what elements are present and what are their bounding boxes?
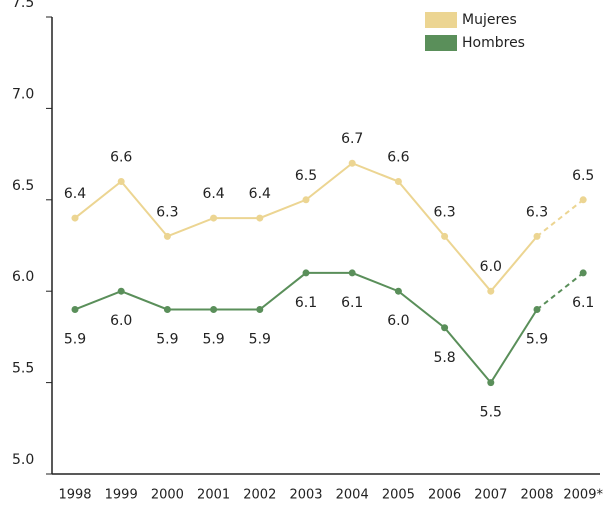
legend-label: Hombres (462, 35, 525, 51)
x-tick-label: 2006 (428, 488, 461, 503)
point (348, 269, 356, 277)
x-tick-label: 2000 (151, 488, 184, 503)
data-label: 5.8 (433, 350, 455, 366)
y-tick-label: 7.5 (12, 0, 34, 11)
point (533, 232, 541, 240)
y-tick-label: 5.0 (12, 452, 34, 468)
data-label: 6.0 (110, 313, 132, 329)
y-tick-label: 6.5 (12, 178, 34, 194)
data-label: 6.4 (202, 186, 224, 202)
x-tick-label: 2007 (474, 488, 507, 503)
data-label: 5.9 (64, 331, 86, 347)
data-label: 6.3 (156, 204, 178, 220)
legend-swatch (425, 35, 457, 51)
data-label: 6.7 (341, 131, 363, 147)
data-label: 6.5 (295, 168, 317, 184)
data-label: 5.9 (202, 331, 224, 347)
point (533, 305, 541, 313)
data-label: 6.6 (110, 150, 132, 166)
point (210, 214, 218, 222)
x-tick-label: 2004 (336, 488, 369, 503)
point (71, 305, 79, 313)
x-tick-label: 1999 (105, 488, 138, 503)
point (210, 305, 218, 313)
data-label: 5.9 (249, 331, 271, 347)
x-tick-label: 2005 (382, 488, 415, 503)
x-tick-label: 2008 (520, 488, 553, 503)
point (163, 232, 171, 240)
dashed-line (536, 199, 584, 238)
y-tick-label: 7.0 (12, 86, 34, 102)
point (441, 232, 449, 240)
point (163, 305, 171, 313)
data-label: 5.9 (156, 331, 178, 347)
point (579, 196, 587, 204)
y-tick-label: 6.0 (12, 269, 34, 285)
x-tick-label: 2002 (243, 488, 276, 503)
data-label: 6.1 (295, 295, 317, 311)
data-label: 6.0 (387, 313, 409, 329)
point (117, 178, 125, 186)
point (256, 305, 264, 313)
data-label: 6.4 (64, 186, 86, 202)
point (394, 178, 402, 186)
data-label: 6.3 (526, 204, 548, 220)
point (117, 287, 125, 295)
legend-swatch (425, 12, 457, 28)
point (256, 214, 264, 222)
data-label: 6.0 (480, 259, 502, 275)
data-label: 6.3 (433, 204, 455, 220)
legend-label: Mujeres (462, 12, 517, 28)
point (394, 287, 402, 295)
data-label: 6.5 (572, 168, 594, 184)
x-tick-label: 2003 (289, 488, 322, 503)
point (302, 196, 310, 204)
data-label: 6.1 (572, 295, 594, 311)
x-tick-label: 1998 (58, 488, 91, 503)
data-label: 5.5 (480, 405, 502, 421)
point (302, 269, 310, 277)
data-label: 5.9 (526, 331, 548, 347)
point (441, 324, 449, 332)
data-label: 6.6 (387, 150, 409, 166)
data-label: 6.4 (249, 186, 271, 202)
x-tick-label: 2001 (197, 488, 230, 503)
point (579, 269, 587, 277)
point (487, 287, 495, 295)
line (74, 271, 538, 385)
point (71, 214, 79, 222)
x-tick-label: 2009* (563, 488, 603, 503)
point (487, 379, 495, 387)
point (348, 159, 356, 167)
dashed-line (536, 272, 584, 311)
y-tick-label: 5.5 (12, 361, 34, 377)
data-label: 6.1 (341, 295, 363, 311)
